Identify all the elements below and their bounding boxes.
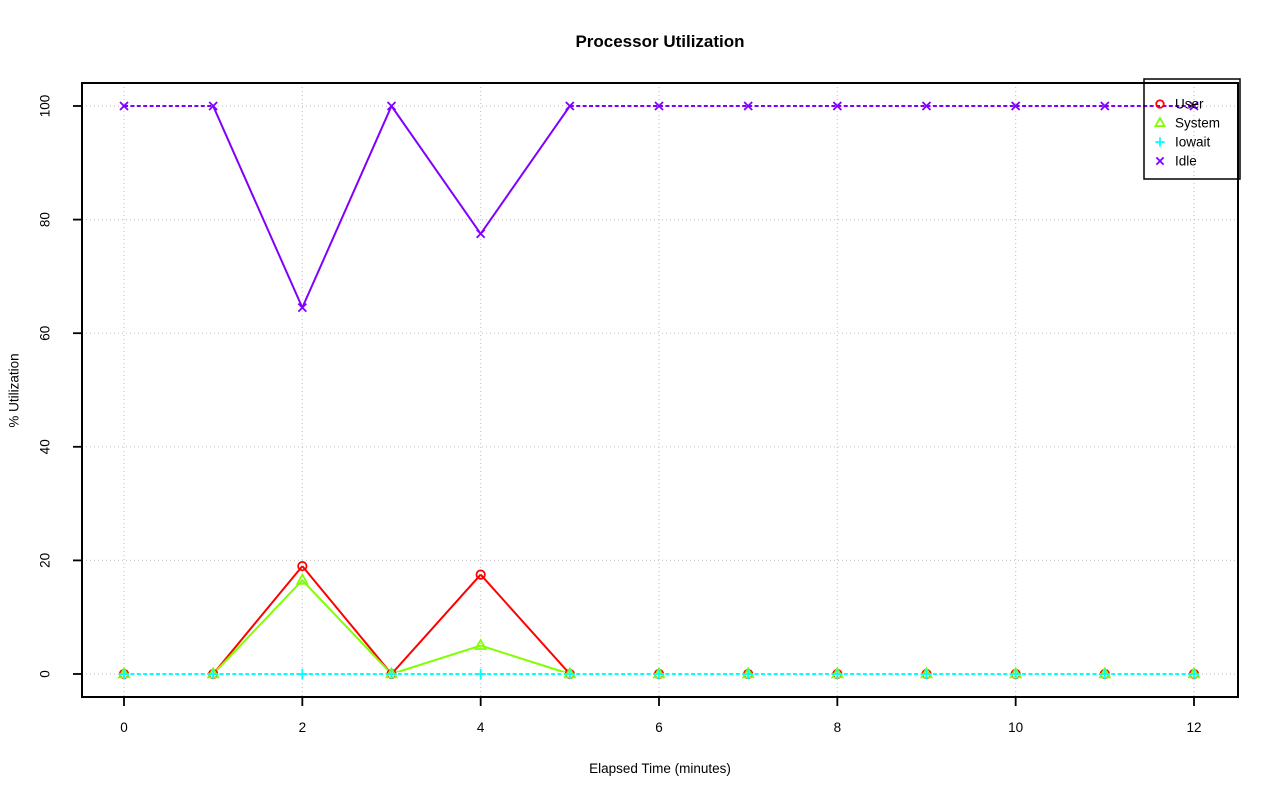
legend-entry-idle: Idle <box>1155 154 1197 169</box>
legend: User System Iowait Idle <box>1143 78 1241 180</box>
legend-symbol-triangle-icon <box>1153 116 1167 127</box>
y-axis-label: % Utilization <box>6 353 22 428</box>
svg-text:4: 4 <box>477 720 485 735</box>
series-system-markers <box>117 572 1201 679</box>
y-axis-ticks: 0 20 40 60 80 100 <box>38 95 82 678</box>
legend-label: Idle <box>1175 154 1197 169</box>
legend-symbol-circle-icon <box>1155 99 1165 109</box>
svg-text:40: 40 <box>38 439 53 454</box>
svg-text:60: 60 <box>38 326 53 341</box>
legend-label: System <box>1175 116 1220 131</box>
series-iowait-markers <box>118 668 1200 680</box>
svg-text:6: 6 <box>655 720 663 735</box>
legend-symbol-plus-icon <box>1155 137 1165 147</box>
legend-entry-iowait: Iowait <box>1155 135 1211 150</box>
svg-text:10: 10 <box>1008 720 1023 735</box>
series-user-line <box>124 565 1194 675</box>
svg-text:100: 100 <box>38 95 53 118</box>
plot-frame <box>81 82 1239 698</box>
svg-text:8: 8 <box>834 720 842 735</box>
chart-title: Processor Utilization <box>575 32 745 51</box>
series-idle-line <box>124 102 1194 312</box>
svg-text:0: 0 <box>120 720 128 735</box>
legend-entry-user: User <box>1155 97 1204 112</box>
legend-entry-system: System <box>1153 116 1220 131</box>
gridlines <box>82 83 1238 697</box>
svg-text:12: 12 <box>1186 720 1201 735</box>
legend-box <box>1143 78 1241 180</box>
svg-text:20: 20 <box>38 553 53 568</box>
legend-label: Iowait <box>1175 135 1211 150</box>
legend-symbol-x-icon <box>1155 156 1165 166</box>
svg-text:2: 2 <box>299 720 307 735</box>
series-idle-markers <box>119 101 1199 313</box>
svg-text:80: 80 <box>38 212 53 227</box>
x-axis-label: Elapsed Time (minutes) <box>589 761 731 776</box>
x-axis-ticks: 0 2 4 6 8 10 12 <box>120 697 1202 735</box>
svg-text:0: 0 <box>38 670 53 678</box>
legend-label: User <box>1175 97 1204 112</box>
